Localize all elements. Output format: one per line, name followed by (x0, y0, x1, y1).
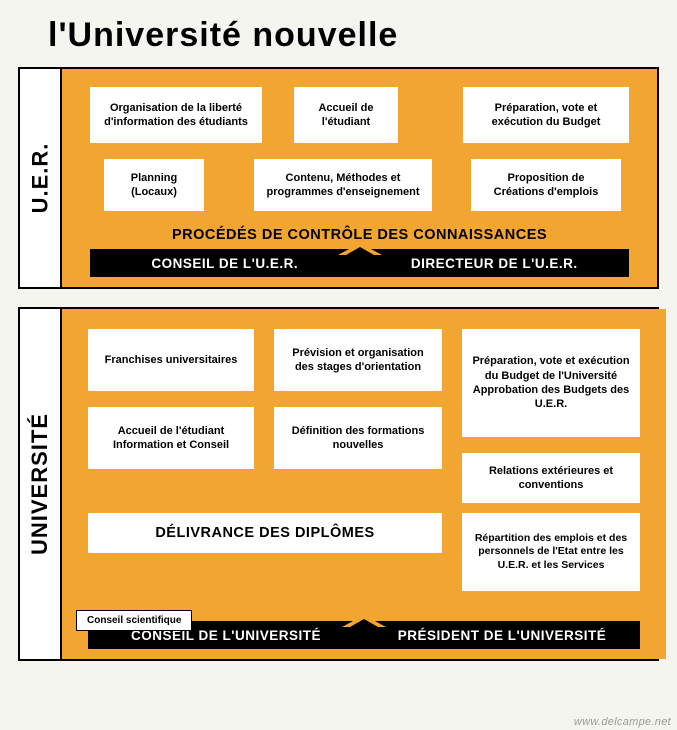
box-univ-relations: Relations extérieures et conventions (462, 453, 640, 503)
uer-row-1: Organisation de la liberté d'information… (90, 87, 629, 143)
diplomes-row: DÉLIVRANCE DES DIPLÔMES Répartition des … (88, 513, 640, 591)
box-univ-repartition: Répartition des emplois et des personnel… (462, 513, 640, 591)
box-univ-accueil: Accueil de l'étudiant Information et Con… (88, 407, 254, 469)
watermark: www.delcampe.net (574, 716, 671, 728)
box-univ-definition: Définition des formations nouvelles (274, 407, 442, 469)
uer-footer: CONSEIL DE L'U.E.R. DIRECTEUR DE L'U.E.R… (90, 249, 629, 277)
panel-universite: UNIVERSITÉ Franchises universitaires Acc… (18, 307, 659, 661)
box-uer-proposition: Proposition de Créations d'emplois (471, 159, 621, 211)
footer-notch (346, 247, 374, 255)
universite-footer-right: PRÉSIDENT DE L'UNIVERSITÉ (364, 621, 640, 649)
panel-uer: U.E.R. Organisation de la liberté d'info… (18, 67, 659, 289)
box-univ-prevision: Prévision et organisation des stages d'o… (274, 329, 442, 391)
box-uer-planning: Planning (Locaux) (104, 159, 204, 211)
sidebar-uer-label: U.E.R. (27, 143, 53, 214)
box-univ-budget: Préparation, vote et exécution du Budget… (462, 329, 640, 437)
box-univ-franchises: Franchises universitaires (88, 329, 254, 391)
col-right: Préparation, vote et exécution du Budget… (462, 329, 640, 503)
box-uer-contenu: Contenu, Méthodes et programmes d'enseig… (254, 159, 432, 211)
page-title: l'Université nouvelle (48, 16, 659, 55)
col-middle: Prévision et organisation des stages d'o… (274, 329, 442, 503)
uer-banner: PROCÉDÉS DE CONTRÔLE DES CONNAISSANCES (90, 227, 629, 243)
uer-footer-right: DIRECTEUR DE L'U.E.R. (360, 249, 630, 277)
box-uer-organisation: Organisation de la liberté d'information… (90, 87, 262, 143)
col-left: Franchises universitaires Accueil de l'é… (88, 329, 254, 503)
uer-row-2: Planning (Locaux) Contenu, Méthodes et p… (90, 159, 629, 211)
panel-universite-content: Franchises universitaires Accueil de l'é… (62, 309, 666, 659)
sidebar-universite-label: UNIVERSITÉ (27, 413, 53, 555)
box-uer-accueil: Accueil de l'étudiant (294, 87, 398, 143)
box-univ-diplomes: DÉLIVRANCE DES DIPLÔMES (88, 513, 442, 553)
universite-grid: Franchises universitaires Accueil de l'é… (88, 329, 640, 503)
footer-notch-2 (350, 619, 378, 627)
sidebar-uer: U.E.R. (20, 69, 62, 287)
sidebar-universite: UNIVERSITÉ (20, 309, 62, 659)
panel-uer-content: Organisation de la liberté d'information… (62, 69, 657, 287)
box-conseil-scientifique: Conseil scientifique (76, 610, 192, 631)
uer-footer-left: CONSEIL DE L'U.E.R. (90, 249, 360, 277)
box-uer-budget: Préparation, vote et exécution du Budget (463, 87, 629, 143)
